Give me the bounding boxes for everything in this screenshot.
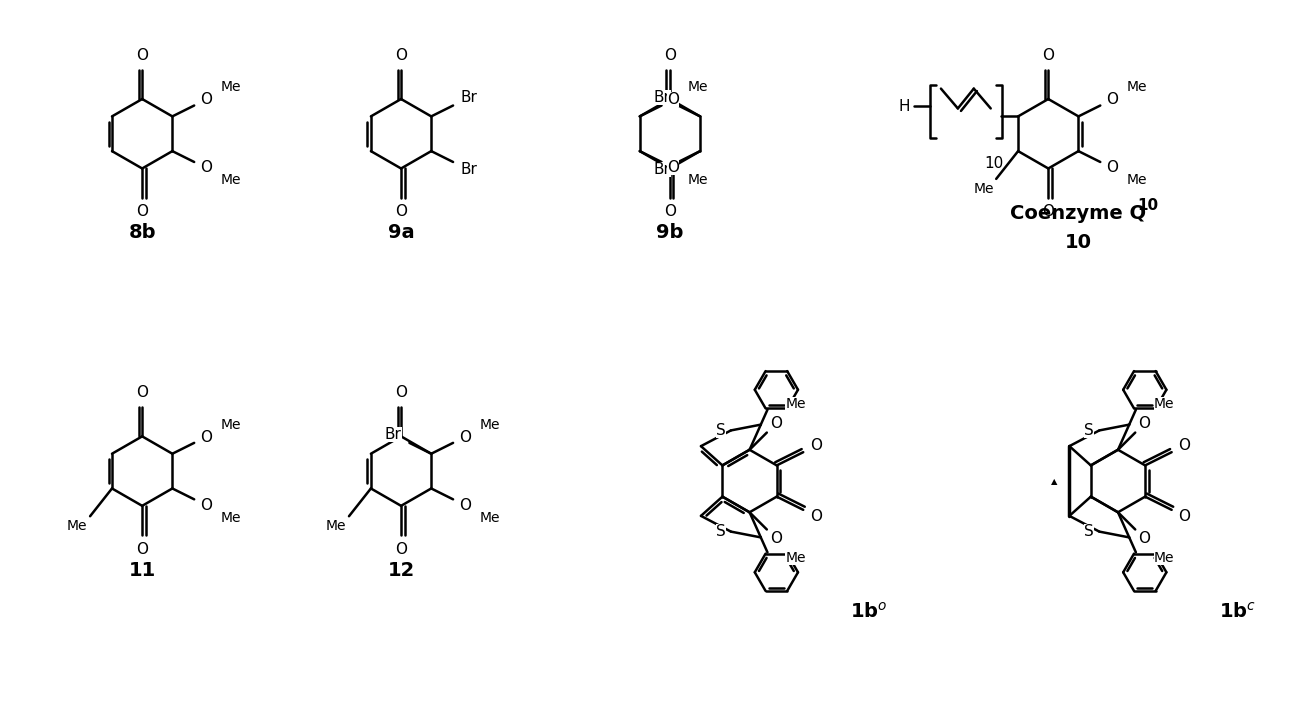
Text: O: O: [136, 48, 148, 63]
Text: Me: Me: [1126, 80, 1147, 94]
Text: Me: Me: [786, 551, 805, 565]
Text: O: O: [770, 416, 782, 431]
Text: O: O: [395, 542, 407, 557]
Text: O: O: [1105, 160, 1118, 175]
Text: O: O: [395, 385, 407, 400]
Text: 1b$^o$: 1b$^o$: [851, 602, 887, 622]
Text: 12: 12: [387, 561, 414, 580]
Text: Me: Me: [66, 519, 87, 533]
Text: Br: Br: [461, 90, 478, 105]
Text: 10: 10: [985, 156, 1003, 171]
Text: Me: Me: [479, 418, 500, 431]
Text: O: O: [1178, 508, 1190, 523]
Text: O: O: [1138, 531, 1151, 546]
Text: Me: Me: [1126, 173, 1147, 187]
Text: S: S: [1085, 423, 1094, 438]
Text: Me: Me: [479, 511, 500, 525]
Text: O: O: [809, 508, 822, 523]
Text: ▲: ▲: [1051, 476, 1057, 486]
Text: O: O: [770, 531, 782, 546]
Text: O: O: [136, 542, 148, 557]
Text: O: O: [200, 429, 212, 444]
Text: Me: Me: [221, 511, 240, 525]
Text: Br: Br: [461, 162, 478, 177]
Text: O: O: [668, 93, 679, 108]
Text: Me: Me: [326, 519, 347, 533]
Text: O: O: [136, 204, 148, 219]
Text: O: O: [1178, 439, 1190, 454]
Text: Br: Br: [653, 90, 670, 105]
Text: Br: Br: [653, 162, 670, 177]
Text: O: O: [664, 48, 675, 63]
Text: S: S: [716, 524, 726, 539]
Text: O: O: [459, 498, 470, 513]
Text: S: S: [1085, 524, 1094, 539]
Text: 10: 10: [1138, 198, 1159, 213]
Text: Me: Me: [687, 173, 708, 187]
Text: 10: 10: [1065, 234, 1091, 252]
Text: Me: Me: [221, 173, 240, 187]
Text: Br: Br: [385, 427, 401, 442]
Text: O: O: [395, 48, 407, 63]
Text: O: O: [200, 160, 212, 175]
Text: O: O: [459, 429, 470, 444]
Text: O: O: [668, 160, 679, 175]
Text: 1b$^c$: 1b$^c$: [1218, 602, 1256, 622]
Text: 9a: 9a: [388, 224, 414, 243]
Text: Me: Me: [1154, 397, 1174, 411]
Text: 8b: 8b: [129, 224, 156, 243]
Text: O: O: [1105, 93, 1118, 108]
Text: 11: 11: [129, 561, 156, 580]
Text: O: O: [200, 498, 212, 513]
Text: 9b: 9b: [656, 224, 683, 243]
Text: O: O: [809, 439, 822, 454]
Text: O: O: [1042, 204, 1055, 219]
Text: Me: Me: [221, 418, 240, 431]
Text: Me: Me: [786, 397, 805, 411]
Text: Me: Me: [221, 80, 240, 94]
Text: O: O: [664, 204, 675, 219]
Text: O: O: [200, 93, 212, 108]
Text: H: H: [899, 99, 909, 114]
Text: Coenzyme Q: Coenzyme Q: [1011, 204, 1146, 223]
Text: Me: Me: [974, 182, 995, 196]
Text: O: O: [395, 204, 407, 219]
Text: Me: Me: [1154, 551, 1174, 565]
Text: O: O: [1138, 416, 1151, 431]
Text: O: O: [1042, 48, 1055, 63]
Text: S: S: [716, 423, 726, 438]
Text: Me: Me: [687, 80, 708, 94]
Text: O: O: [136, 385, 148, 400]
